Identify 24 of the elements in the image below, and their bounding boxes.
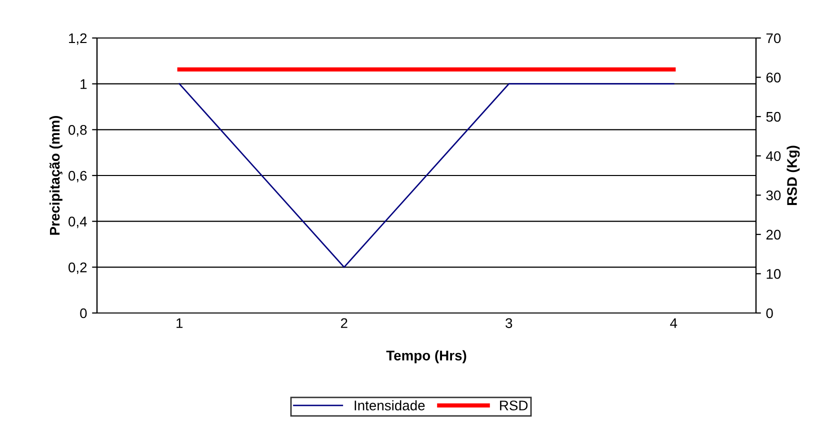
x-tick-label: 3	[506, 318, 512, 328]
y2-axis-title: RSD (Kg)	[786, 146, 800, 206]
y2-tick-label: 50	[766, 112, 781, 122]
x-tick-label: 1	[176, 318, 183, 328]
y-tick-label: 0,8	[68, 125, 87, 136]
y2-tick-label: 10	[766, 269, 781, 279]
y2-tick-label: 70	[766, 33, 781, 44]
y-tick-label: 0	[80, 308, 87, 318]
x-axis-title: Tempo (Hrs)	[386, 350, 466, 364]
y-tick-label: 1	[80, 79, 87, 89]
y2-tick-label: 30	[766, 190, 781, 200]
y2-tick-label: 60	[766, 72, 781, 82]
x-tick-label: 2	[340, 318, 348, 328]
y2-tick-label: 20	[766, 230, 781, 240]
y2-tick-label: 0	[766, 308, 773, 318]
y-tick-label: 1,2	[69, 33, 87, 45]
y2-tick-label: 40	[766, 151, 781, 162]
y-tick-label: 0,6	[68, 170, 87, 182]
y-tick-label: 0,2	[68, 262, 87, 274]
y-axis-title: Precipitação (mm)	[49, 116, 62, 235]
legend-label: RSD	[500, 400, 528, 410]
legend-label: Intensidade	[354, 400, 425, 410]
y-tick-label: 0,4	[68, 216, 87, 228]
x-tick-label: 4	[670, 318, 678, 328]
